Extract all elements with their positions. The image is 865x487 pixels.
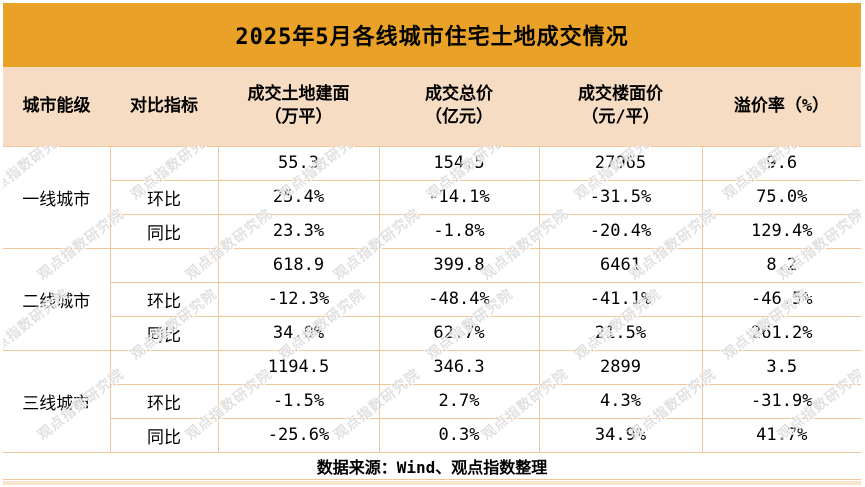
value-cell: 9.6: [701, 145, 861, 181]
value-cell: 154.5: [378, 145, 540, 181]
value-cell: 399.8: [378, 247, 540, 283]
value-cell: 75.0%: [701, 179, 861, 215]
city-tier-cell: 三线城市: [3, 349, 111, 453]
table-row: 环比 25.4% -14.1% -31.5% 75.0%: [3, 179, 861, 215]
value-cell: 261.2%: [701, 315, 861, 351]
value-cell: -1.5%: [217, 383, 380, 419]
value-cell: 4.3%: [538, 383, 703, 419]
page-title: 2025年5月各线城市住宅土地成交情况: [235, 25, 629, 50]
value-cell: 34.0%: [217, 315, 380, 351]
table-row: 一线城市 55.3 154.5 27965 9.6: [3, 145, 861, 249]
value-cell: 25.4%: [217, 179, 380, 215]
land-transaction-table: 城市能级 对比指标 成交土地建面 （万平） 成交总价 （亿元） 成交楼面价 （元…: [3, 67, 861, 480]
data-source-text: 数据来源：Wind、观点指数整理: [3, 451, 861, 480]
table-row: 同比 23.3% -1.8% -20.4% 129.4%: [3, 213, 861, 249]
city-tier-cell: 一线城市: [3, 145, 111, 249]
value-cell: -31.5%: [538, 179, 703, 215]
value-cell: 8.2: [701, 247, 861, 283]
value-cell: 62.7%: [378, 315, 540, 351]
value-cell: 41.7%: [701, 417, 861, 453]
value-cell: 27965: [538, 145, 703, 181]
value-cell: 346.3: [378, 349, 540, 385]
bottom-accent-strip: [3, 480, 861, 485]
indicator-cell: 同比: [109, 417, 219, 453]
value-cell: -41.1%: [538, 281, 703, 317]
value-cell: 129.4%: [701, 213, 861, 249]
indicator-cell: [109, 349, 219, 385]
value-cell: -12.3%: [217, 281, 380, 317]
value-cell: 34.9%: [538, 417, 703, 453]
table-row: 二线城市 618.9 399.8 6461 8.2: [3, 247, 861, 351]
value-cell: 0.3%: [378, 417, 540, 453]
city-tier-cell: 二线城市: [3, 247, 111, 351]
table-header: 城市能级 对比指标 成交土地建面 （万平） 成交总价 （亿元） 成交楼面价 （元…: [3, 67, 861, 146]
col-header-indicator: 对比指标: [110, 67, 218, 146]
indicator-cell: 环比: [109, 281, 219, 317]
indicator-cell: [109, 145, 219, 181]
table-row: 环比 -12.3% -48.4% -41.1% -46.5%: [3, 281, 861, 317]
indicator-cell: 同比: [109, 213, 219, 249]
indicator-cell: 环比: [109, 179, 219, 215]
value-cell: -1.8%: [378, 213, 540, 249]
table-row: 三线城市 1194.5 346.3 2899 3.5: [3, 349, 861, 453]
table-row: 同比 34.0% 62.7% 21.5% 261.2%: [3, 315, 861, 351]
value-cell: -46.5%: [701, 281, 861, 317]
table-row: 环比 -1.5% 2.7% 4.3% -31.9%: [3, 383, 861, 419]
value-cell: 23.3%: [217, 213, 380, 249]
indicator-cell: [109, 247, 219, 283]
col-header-floor-price: 成交楼面价 （元/平）: [539, 67, 702, 146]
value-cell: 2.7%: [378, 383, 540, 419]
col-header-premium-rate: 溢价率（%）: [702, 67, 861, 146]
table-row: 同比 -25.6% 0.3% 34.9% 41.7%: [3, 417, 861, 453]
value-cell: 21.5%: [538, 315, 703, 351]
value-cell: -48.4%: [378, 281, 540, 317]
table-title-bar: 2025年5月各线城市住宅土地成交情况: [3, 3, 861, 67]
col-header-total-price: 成交总价 （亿元）: [379, 67, 539, 146]
value-cell: 1194.5: [217, 349, 380, 385]
col-header-land-area: 成交土地建面 （万平）: [218, 67, 379, 146]
value-cell: 6461: [538, 247, 703, 283]
value-cell: 2899: [538, 349, 703, 385]
value-cell: 618.9: [217, 247, 380, 283]
value-cell: 55.3: [217, 145, 380, 181]
value-cell: -20.4%: [538, 213, 703, 249]
value-cell: 3.5: [701, 349, 861, 385]
table-source-row: 数据来源：Wind、观点指数整理: [3, 451, 861, 480]
indicator-cell: 同比: [109, 315, 219, 351]
col-header-city-tier: 城市能级: [3, 67, 110, 146]
value-cell: -14.1%: [378, 179, 540, 215]
indicator-cell: 环比: [109, 383, 219, 419]
value-cell: -31.9%: [701, 383, 861, 419]
value-cell: -25.6%: [217, 417, 380, 453]
